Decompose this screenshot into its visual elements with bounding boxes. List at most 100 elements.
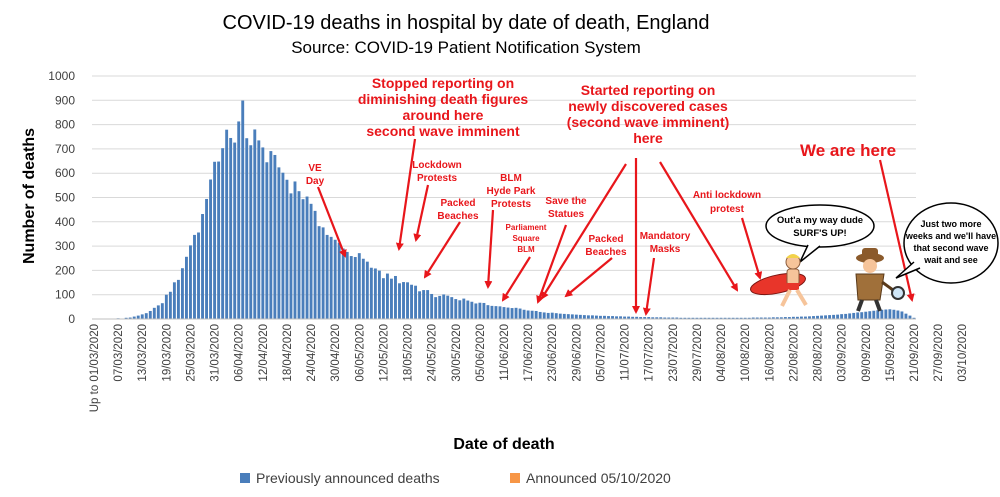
x-tick-label: 11/07/2020	[620, 324, 632, 381]
bar	[603, 315, 606, 319]
bar	[820, 315, 823, 319]
annotation-anti-lockdown-protest: Anti lockdown protest	[693, 190, 761, 215]
bar	[852, 312, 856, 319]
svg-text:BLM: BLM	[500, 173, 522, 184]
bar	[265, 162, 269, 319]
y-tick-labels: 0 100 200 300 400 500 600 700 800 900 1000	[48, 69, 75, 326]
bar	[643, 317, 647, 319]
bar	[771, 317, 775, 319]
y-tick-label: 100	[55, 288, 75, 302]
bar	[438, 295, 442, 319]
x-tick-label: 22/08/2020	[788, 324, 800, 382]
bar	[329, 236, 333, 319]
bar	[506, 307, 510, 319]
bar	[361, 258, 365, 319]
bar	[245, 138, 249, 319]
x-tick-label: 12/04/2020	[258, 324, 270, 382]
x-tick-label: 18/04/2020	[282, 324, 294, 382]
x-tick-label: 06/05/2020	[354, 324, 366, 382]
bar	[912, 317, 916, 319]
bar	[864, 311, 868, 319]
x-tick-label: 23/06/2020	[547, 324, 559, 382]
bar	[671, 317, 675, 319]
bar	[494, 306, 498, 319]
bar	[832, 314, 836, 319]
bar	[510, 308, 514, 319]
svg-text:Packed: Packed	[588, 234, 623, 245]
bar	[607, 316, 610, 319]
svg-text:Square: Square	[512, 234, 540, 243]
bar	[578, 314, 582, 319]
bar	[156, 305, 160, 319]
bar	[502, 307, 506, 319]
bar	[140, 314, 144, 319]
bar	[888, 309, 892, 319]
x-tick-label: 05/07/2020	[595, 324, 607, 382]
detective-cartoon	[855, 248, 905, 312]
svg-text:Statues: Statues	[548, 209, 585, 220]
bar	[426, 290, 430, 319]
y-tick-label: 500	[55, 191, 75, 205]
bar	[152, 307, 156, 319]
bar	[703, 317, 707, 319]
bar	[611, 316, 614, 319]
bar	[205, 198, 208, 319]
bar	[872, 310, 876, 319]
bar	[514, 307, 518, 319]
bar	[185, 256, 188, 319]
svg-text:Day: Day	[306, 176, 325, 187]
x-tick-label: 13/03/2020	[137, 324, 149, 382]
x-tick-label: 10/08/2020	[740, 324, 752, 382]
bar	[410, 284, 413, 319]
bar	[900, 311, 904, 319]
bar	[249, 145, 253, 319]
bar	[353, 257, 357, 319]
bar	[767, 317, 771, 319]
svg-text:Beaches: Beaches	[437, 211, 479, 222]
bar	[518, 308, 522, 319]
bar	[707, 317, 711, 319]
bar	[446, 295, 450, 319]
x-tick-label: Up to 01/03/2020	[89, 324, 101, 412]
annotation-save-the-statues: Save the Statues	[545, 196, 587, 220]
bar	[349, 256, 353, 319]
svg-text:BLM: BLM	[517, 245, 535, 254]
y-tick-label: 0	[68, 312, 75, 326]
svg-text:that second wave: that second wave	[913, 243, 988, 253]
bar	[430, 293, 434, 319]
x-tick-label: 21/09/2020	[909, 324, 921, 382]
bar	[297, 191, 301, 319]
annotation-blm-hyde-park: BLM Hyde Park Protests	[487, 173, 536, 210]
svg-text:Anti lockdown: Anti lockdown	[693, 190, 761, 201]
bar	[269, 151, 273, 319]
bar	[763, 317, 767, 319]
bar	[695, 317, 699, 319]
bar	[309, 203, 313, 319]
bar	[868, 311, 872, 319]
x-tick-label: 28/08/2020	[813, 324, 825, 382]
bar	[848, 313, 852, 319]
bar	[136, 315, 140, 319]
bar	[787, 317, 791, 319]
bar	[422, 290, 426, 319]
bar	[844, 313, 848, 319]
y-tick-label: 200	[55, 263, 75, 277]
bar	[176, 279, 180, 319]
bar	[217, 161, 221, 319]
bar	[723, 317, 727, 319]
bar	[711, 317, 715, 319]
bar	[779, 317, 783, 319]
x-tick-label: 17/06/2020	[523, 324, 535, 382]
chart-subtitle: Source: COVID-19 Patient Notification Sy…	[291, 38, 641, 57]
annotation-lockdown-protests: Lockdown Protests	[412, 160, 461, 184]
x-tick-label: 17/07/2020	[644, 324, 656, 382]
bar	[406, 282, 409, 319]
y-tick-label: 800	[55, 118, 75, 132]
bar	[325, 234, 329, 319]
x-tick-labels: Up to 01/03/2020 07/03/2020 13/03/2020 19/0…	[89, 324, 969, 412]
bar-series-previously-announced	[112, 100, 916, 319]
x-tick-label: 27/09/2020	[933, 324, 945, 382]
bar	[639, 317, 643, 319]
bar	[385, 273, 389, 319]
bar	[683, 317, 687, 319]
